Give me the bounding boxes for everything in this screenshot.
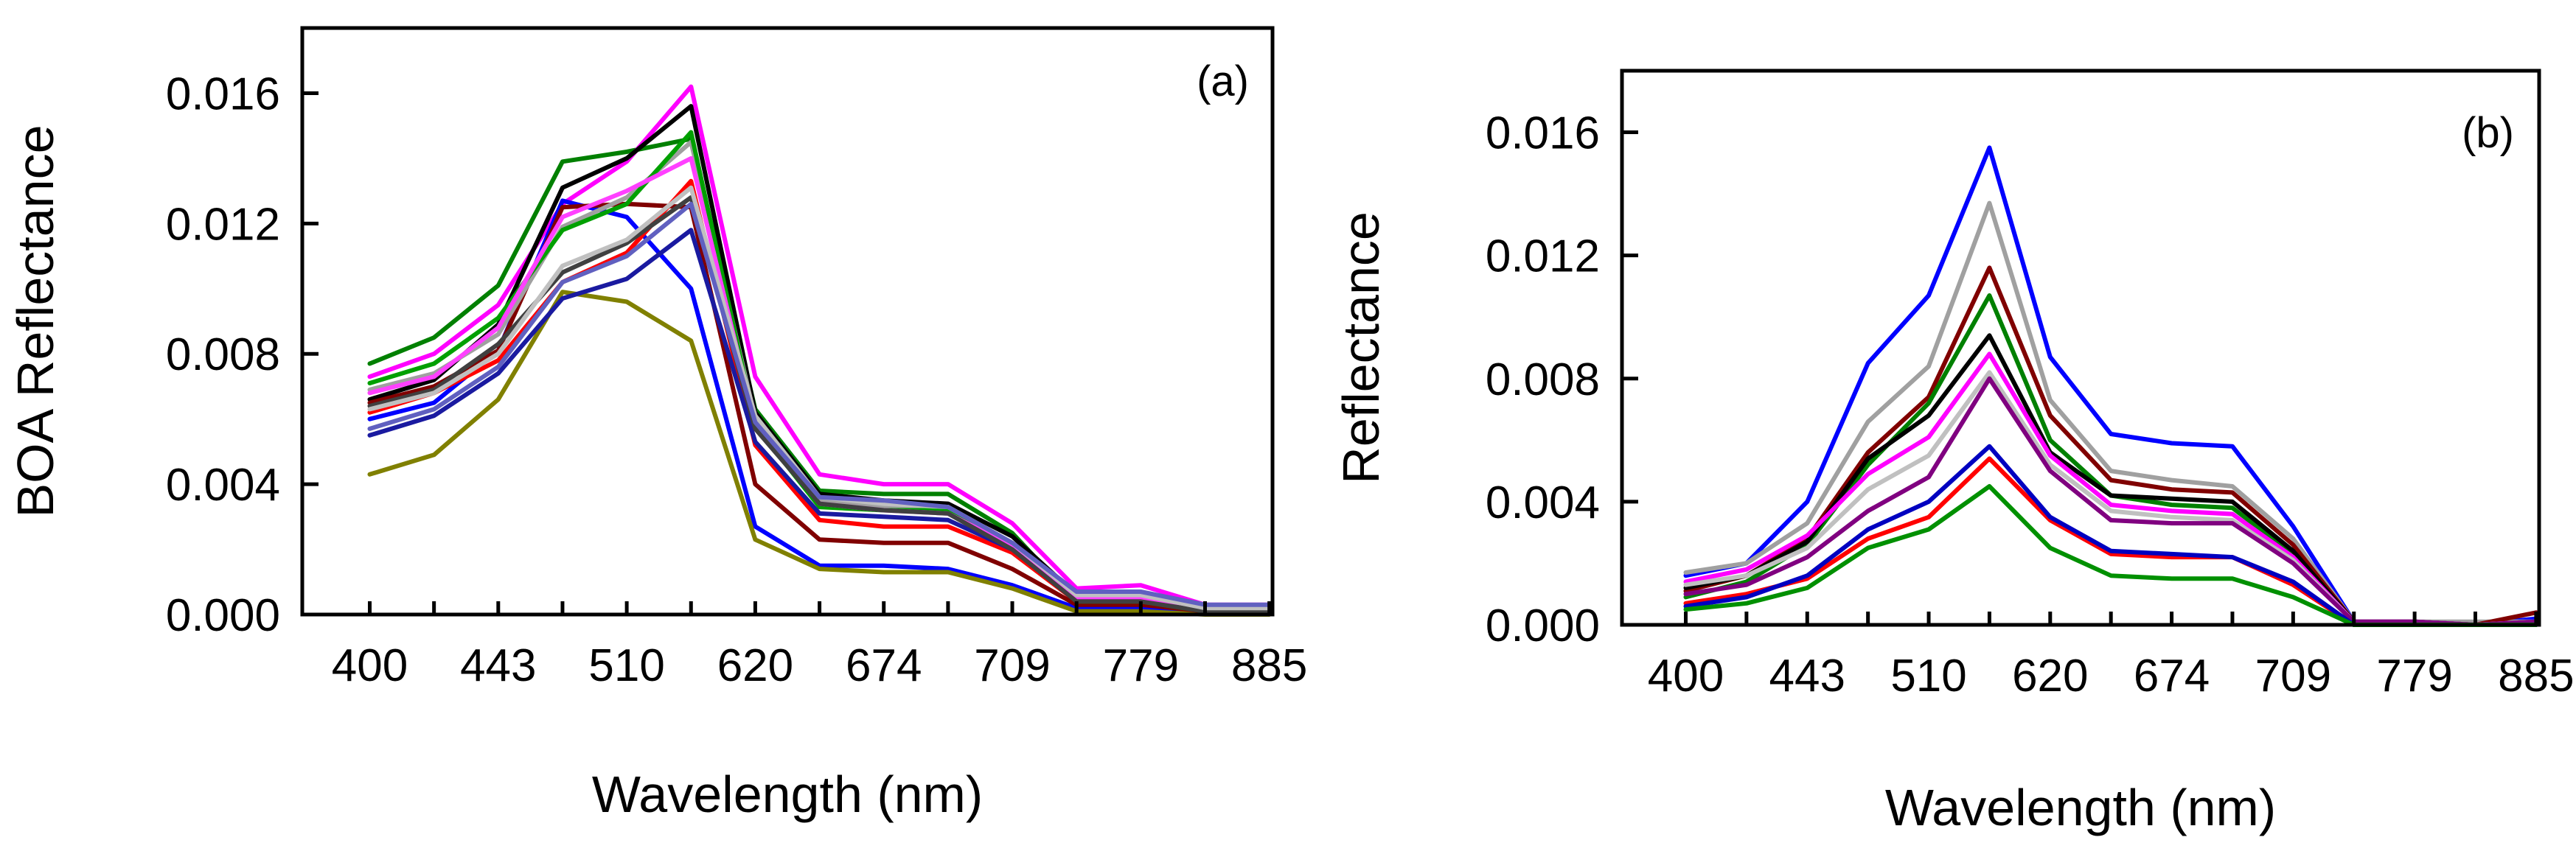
chart-panel-2: 0.000 0.004 0.008 0.012 0.016 400 443 510 620 674… <box>1332 69 2575 836</box>
plot-frame <box>300 26 1275 617</box>
y-tick-label: 0.012 <box>166 199 280 250</box>
x-tick-label: 620 <box>717 640 793 691</box>
x-tick-label: 443 <box>1769 651 1845 701</box>
plot-frame <box>1620 69 2541 627</box>
x-axis-title: Wavelength (nm) <box>1885 779 2276 836</box>
x-tick-label: 400 <box>332 640 408 691</box>
x-tick-label: 674 <box>2134 651 2210 701</box>
y-tick-label: 0.000 <box>1486 601 1600 651</box>
y-tick-label: 0.008 <box>166 329 280 380</box>
series-line-s4 <box>367 198 1272 614</box>
y-tick-label: 0.012 <box>1486 231 1600 282</box>
y-axis-title: Reflectance <box>1332 211 1390 484</box>
series-line-s5 <box>367 290 1272 617</box>
y-tick-label: 0.008 <box>1486 354 1600 405</box>
y-tick-label: 0.000 <box>166 590 280 641</box>
x-tick-label: 885 <box>2498 651 2574 701</box>
chart-panel-1: 0.000 0.004 0.008 0.012 0.016 400 443 510 620 674… <box>7 26 1307 823</box>
x-tick-label: 709 <box>2255 651 2331 701</box>
series-line-s2 <box>1683 200 2538 624</box>
series-line-s7 <box>367 201 1272 614</box>
x-tick-label: 443 <box>460 640 536 691</box>
series-line-s8 <box>1683 376 2538 627</box>
y-tick-label: 0.004 <box>166 460 280 511</box>
series-line-s2 <box>367 84 1272 607</box>
x-tick-label: 674 <box>846 640 922 691</box>
series-line-s6 <box>367 178 1272 614</box>
y-tick-label: 0.004 <box>1486 477 1600 528</box>
series-line-s12 <box>367 195 1272 614</box>
panel-label: (b) <box>2462 109 2514 157</box>
x-tick-label: 885 <box>1231 640 1307 691</box>
y-axis-title: BOA Reflectance <box>7 125 64 517</box>
series-line-s7 <box>1683 370 2538 627</box>
x-tick-label: 779 <box>2376 651 2452 701</box>
x-tick-label: 510 <box>1890 651 1966 701</box>
x-tick-label: 779 <box>1103 640 1179 691</box>
x-axis-title: Wavelength (nm) <box>592 766 983 823</box>
x-tick-label: 510 <box>588 640 664 691</box>
series-line-s14 <box>367 201 1272 607</box>
y-tick-label: 0.016 <box>166 69 280 119</box>
x-tick-label: 400 <box>1648 651 1724 701</box>
x-tick-label: 620 <box>2012 651 2088 701</box>
y-tick-label: 0.016 <box>1486 108 1600 159</box>
x-tick-label: 709 <box>974 640 1050 691</box>
series-line-s10 <box>367 228 1272 611</box>
series-line-s13 <box>367 185 1272 611</box>
panel-label: (a) <box>1197 57 1249 105</box>
